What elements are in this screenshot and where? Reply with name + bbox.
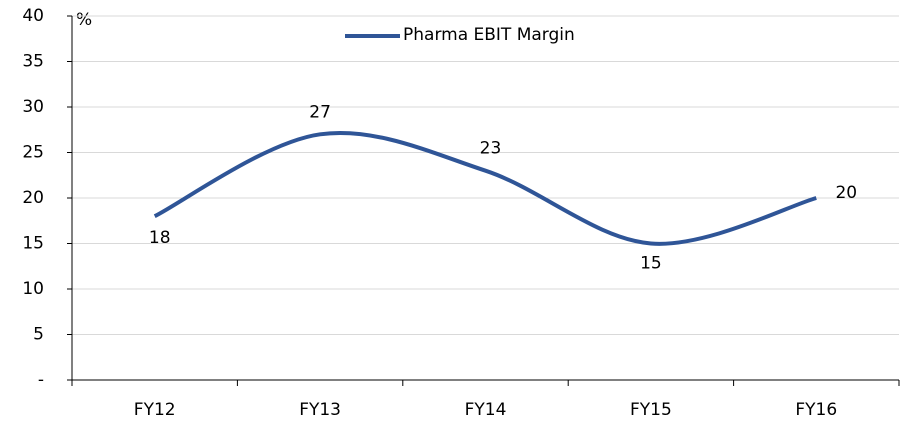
y-tick-label: 30	[22, 97, 44, 117]
y-tick-label: 10	[22, 279, 44, 299]
y-tick-label: 20	[22, 188, 44, 208]
line-series	[153, 130, 817, 246]
x-tick-label: FY14	[465, 400, 507, 420]
data-label: 20	[835, 183, 857, 203]
data-label: 23	[480, 139, 502, 159]
y-tick-label: -	[38, 370, 44, 390]
y-tick-label: 35	[22, 52, 44, 72]
data-label: 27	[309, 102, 331, 122]
x-tick-label: FY16	[795, 400, 837, 420]
x-tick-label: FY12	[134, 400, 176, 420]
y-tick-label: 5	[33, 325, 44, 345]
legend-label: Pharma EBIT Margin	[403, 25, 575, 45]
data-label: 18	[149, 228, 171, 248]
x-tick-label: FY15	[630, 400, 672, 420]
y-tick-label: 25	[22, 143, 44, 163]
y-tick-label: 15	[22, 234, 44, 254]
unit-label: %	[76, 10, 92, 30]
x-tick-label: FY13	[299, 400, 341, 420]
y-tick-label: 40	[22, 6, 44, 26]
data-label: 15	[640, 254, 662, 274]
